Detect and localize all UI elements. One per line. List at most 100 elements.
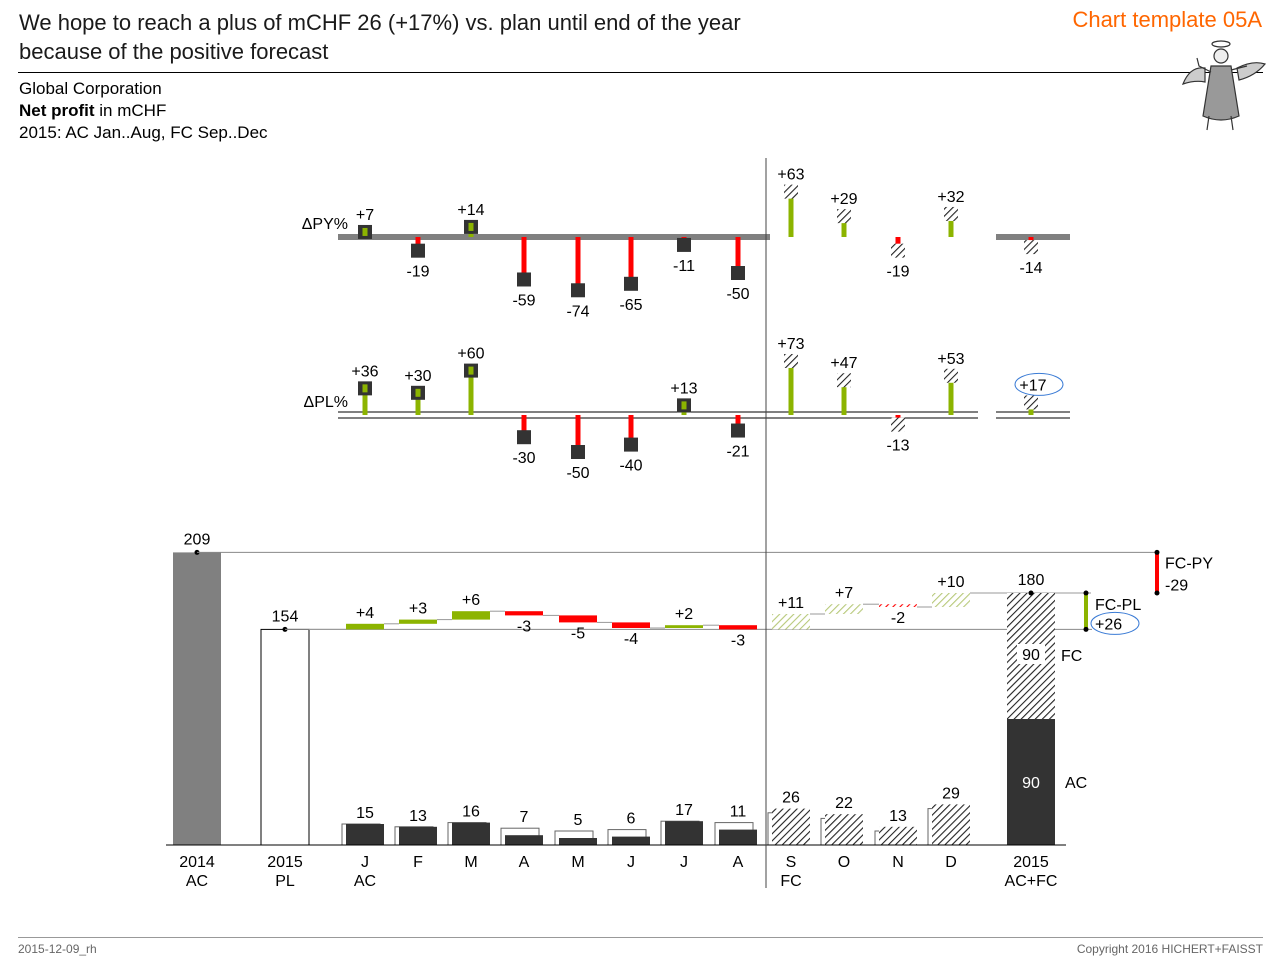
delta-pl-value: +47 (830, 355, 857, 372)
category-month-label: A (519, 854, 530, 871)
waterfall-delta-value: +11 (778, 595, 804, 612)
category-month-label: D (945, 854, 957, 871)
py-2014-bar (173, 552, 221, 845)
delta-py-pin-head (571, 283, 585, 298)
period-label: 2015: AC Jan..Aug, FC Sep..Dec (19, 123, 268, 142)
py-baseline-left (338, 234, 770, 240)
monthly-columns-chart: 15 13 16 7 5 6 17 11 26 22 13 29 (341, 785, 970, 846)
fc-py-dot-bottom (1154, 590, 1160, 596)
delta-py-value: +32 (937, 189, 964, 206)
delta-pl-value: +73 (777, 336, 804, 353)
total-fc-label-bg (1017, 644, 1045, 664)
delta-py-value: +14 (457, 202, 484, 219)
month-value: 11 (730, 804, 747, 821)
delta-py-pin-head (624, 276, 638, 291)
title-line-1: We hope to reach a plus of mCHF 26 (+17%… (19, 10, 741, 35)
delta-pl-value: -13 (886, 438, 909, 455)
delta-py-value: -11 (673, 258, 695, 275)
delta-py-pin (575, 237, 581, 291)
pl-2015-bar (260, 628, 310, 846)
delta-py-pin-head (517, 272, 531, 287)
delta-py-pin-head (891, 243, 905, 258)
month-value-bar (452, 822, 490, 845)
waterfall-delta-bar (559, 615, 597, 623)
delta-py-pin (628, 237, 634, 284)
header-divider (18, 72, 1263, 73)
delta-pl-value: +53 (937, 351, 964, 368)
delta-py-value: -74 (566, 303, 589, 320)
waterfall-delta-value: +4 (356, 605, 374, 622)
delta-py-pin-head (677, 237, 691, 252)
py-2014-value: 209 (184, 531, 211, 548)
category-2015-pl-sublabel: PL (275, 873, 295, 890)
category-2015-total-sublabel: AC+FC (1005, 873, 1058, 890)
waterfall-delta-bar (452, 611, 490, 620)
delta-py-pin-head (731, 266, 745, 280)
delta-py-pin-head (411, 243, 425, 258)
category-month-label: J (680, 854, 688, 871)
month-value: 5 (574, 812, 583, 829)
delta-pl-pin-head (784, 353, 798, 368)
delta-pl-value: +17 (1019, 377, 1046, 394)
delta-pl-pin-head (944, 368, 958, 383)
delta-pl-value: +30 (404, 368, 431, 385)
delta-py-value: -59 (512, 292, 535, 309)
measure-label: Net profit in mCHF (19, 100, 166, 122)
delta-py-value: +63 (777, 167, 804, 184)
category-month-label: J (627, 854, 635, 871)
delta-pl-value: -50 (566, 465, 589, 482)
delta-py-pin-head (837, 209, 851, 224)
delta-py-value: -50 (726, 286, 749, 303)
title-line-2: because of the positive forecast (19, 39, 329, 64)
fc-py-label: FC-PY (1165, 555, 1213, 572)
total-ac-label: AC (1065, 775, 1087, 792)
waterfall-delta-value: -4 (624, 631, 638, 648)
category-month-label: O (838, 854, 850, 871)
waterfall-delta-value: +3 (409, 601, 427, 618)
fc-pl-highlight (1090, 611, 1140, 635)
month-value-bar (772, 808, 810, 845)
delta-py-pin-head (1024, 240, 1038, 255)
total-ac-bar (1007, 719, 1055, 845)
waterfall-delta-value: +2 (675, 606, 693, 623)
category-month-label: M (571, 854, 584, 871)
delta-pl-chart: ΔPL%+36 +30 +60 -30 -50 -40 +13 -21 +73 +47 -13 +53… (304, 336, 1070, 482)
delta-pl-pin-core (362, 384, 368, 393)
fc-pl-dot-bottom (1083, 626, 1089, 632)
delta-py-pin (521, 237, 527, 280)
delta-py-pin-core (362, 227, 368, 236)
waterfall-delta-bar (719, 625, 757, 630)
angel-icon (1181, 40, 1267, 131)
footer-divider (18, 937, 1263, 938)
delta-pl-pin (575, 415, 581, 452)
category-month-label: M (464, 854, 477, 871)
footer-copyright: Copyright 2016 HICHERT+FAISST (1076, 942, 1263, 956)
month-value-bar (879, 826, 917, 845)
category-month-label: J (361, 854, 369, 871)
waterfall-chart: 209 154 +4 +3 +6 -3 -5 -4 +2 -3 +11 +7 -2 +10 180 90 90 F… (173, 531, 1213, 846)
delta-pl-value: +36 (351, 363, 378, 380)
delta-pl-pin-head (731, 423, 745, 438)
delta-py-pin (948, 213, 954, 237)
category-month-sublabel: AC (354, 873, 376, 890)
delta-py-pin (788, 191, 794, 237)
measure-bold: Net profit (19, 101, 95, 120)
delta-pl-pin-head (624, 437, 638, 452)
fc-py-value: -29 (1165, 577, 1188, 594)
category-month-label: A (733, 854, 744, 871)
measure-unit: in mCHF (94, 101, 167, 120)
waterfall-delta-bar (399, 619, 437, 624)
pl-total-highlight (1014, 372, 1064, 396)
pl-2015-value: 154 (272, 608, 299, 625)
delta-pl-pin-head (517, 430, 531, 445)
py-row-label: ΔPY% (302, 216, 348, 233)
delta-py-pin (735, 237, 741, 273)
waterfall-delta-bar (665, 625, 703, 628)
delta-pl-pin (521, 415, 527, 438)
waterfall-delta-value: -3 (517, 618, 531, 635)
fc-pl-bar (1084, 593, 1088, 630)
month-value-bar (719, 829, 757, 845)
month-value: 29 (942, 785, 960, 802)
delta-pl-pin-head (891, 417, 905, 432)
